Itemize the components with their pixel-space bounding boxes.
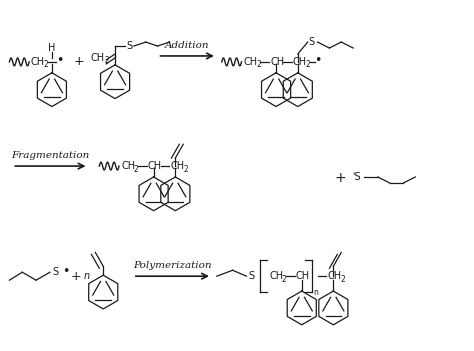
Text: 2: 2	[340, 275, 345, 284]
Text: CH: CH	[148, 161, 162, 171]
Text: +: +	[73, 55, 84, 68]
Text: CH: CH	[244, 57, 257, 67]
Text: n: n	[83, 271, 90, 281]
Text: S: S	[52, 267, 58, 277]
Text: +: +	[335, 171, 346, 185]
Text: CH: CH	[293, 57, 307, 67]
Text: S: S	[126, 41, 132, 51]
Text: Addition: Addition	[165, 41, 210, 50]
Text: CH: CH	[269, 271, 283, 281]
Text: 2: 2	[256, 60, 261, 69]
Text: 'S: 'S	[352, 172, 361, 182]
Text: CH: CH	[296, 271, 310, 281]
Text: 2: 2	[44, 60, 49, 69]
Text: •: •	[56, 54, 63, 67]
Text: 2: 2	[134, 165, 138, 173]
Text: CH: CH	[121, 161, 135, 171]
Text: 2: 2	[183, 165, 188, 173]
Text: CH: CH	[91, 53, 105, 63]
Text: CH: CH	[328, 271, 342, 281]
Text: CH: CH	[170, 161, 184, 171]
Text: 2: 2	[104, 57, 109, 65]
Text: H: H	[48, 43, 55, 53]
Text: Fragmentation: Fragmentation	[11, 151, 90, 160]
Text: •: •	[315, 54, 322, 67]
Text: +: +	[70, 270, 81, 283]
Text: 2: 2	[282, 275, 287, 284]
Text: Polymerization: Polymerization	[133, 261, 211, 270]
Text: CH: CH	[270, 57, 284, 67]
Text: n: n	[314, 287, 319, 297]
Text: CH: CH	[30, 57, 44, 67]
Text: •: •	[62, 265, 69, 278]
Text: S: S	[248, 271, 255, 281]
Text: S: S	[309, 37, 315, 47]
Text: 2: 2	[306, 60, 310, 69]
